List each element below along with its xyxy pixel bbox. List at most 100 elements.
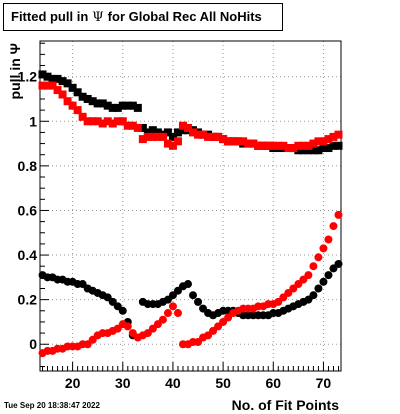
data-point-red-square <box>113 117 122 126</box>
data-point-red-square <box>329 132 338 141</box>
data-point-red-square <box>294 141 303 150</box>
x-axis-title: No. of Fit Points <box>232 397 340 413</box>
data-point-black-square <box>329 141 338 150</box>
data-point-red-square <box>83 117 92 126</box>
data-point-red-square <box>93 117 102 126</box>
data-point-red-square <box>123 121 132 130</box>
data-point-black-square <box>93 99 102 108</box>
data-point-red-square <box>63 97 72 106</box>
data-point-red-square <box>319 137 328 146</box>
data-point-red-square <box>108 119 117 128</box>
data-point-black-square <box>138 123 147 132</box>
timestamp: Tue Sep 20 18:38:47 2022 <box>4 401 100 410</box>
data-point-black-circle <box>118 306 127 315</box>
data-point-black-circle <box>189 291 198 300</box>
data-point-red-square <box>88 117 97 126</box>
data-point-black-square <box>123 101 132 110</box>
data-point-red-square <box>334 130 343 139</box>
data-point-black-square <box>163 128 172 137</box>
data-point-black-square <box>314 146 323 155</box>
data-point-red-square <box>209 132 218 141</box>
data-point-red-square <box>128 121 137 130</box>
data-point-red-square <box>58 90 67 99</box>
x-tick-label: 60 <box>265 375 281 391</box>
y-tick-label: 0.6 <box>18 202 38 218</box>
data-point-black-square <box>309 146 318 155</box>
data-point-red-square <box>264 141 273 150</box>
data-point-red-square <box>239 137 248 146</box>
data-point-red-circle <box>158 315 167 324</box>
data-point-black-circle <box>324 271 333 280</box>
data-point-red-square <box>224 137 233 146</box>
data-point-black-circle <box>314 284 323 293</box>
data-point-red-square <box>98 119 107 128</box>
data-point-red-square <box>163 139 172 148</box>
data-point-red-square <box>43 81 52 90</box>
data-point-red-square <box>183 123 192 132</box>
data-point-black-square <box>168 132 177 141</box>
data-point-red-square <box>138 135 147 144</box>
data-point-red-square <box>259 141 268 150</box>
title-prefix: Fitted pull in <box>11 9 89 24</box>
y-tick-label: 0.8 <box>18 158 38 174</box>
data-point-black-square <box>173 128 182 137</box>
data-point-black-circle <box>334 259 343 268</box>
data-point-red-circle <box>314 253 323 262</box>
data-point-red-square <box>173 137 182 146</box>
data-point-red-square <box>204 132 213 141</box>
data-point-red-square <box>274 141 283 150</box>
data-point-red-square <box>73 106 82 115</box>
data-point-black-square <box>38 70 47 79</box>
x-tick-label: 20 <box>65 375 81 391</box>
data-point-red-square <box>299 141 308 150</box>
data-point-red-square <box>254 141 263 150</box>
y-axis-title: pull in Ψ <box>7 43 23 99</box>
data-point-black-square <box>324 144 333 153</box>
data-point-red-circle <box>334 210 343 219</box>
data-point-black-square <box>98 99 107 108</box>
data-point-black-square <box>178 126 187 135</box>
plot-frame <box>39 40 342 372</box>
data-point-black-square <box>113 103 122 112</box>
data-point-black-square <box>78 92 87 101</box>
data-point-red-square <box>309 139 318 148</box>
marker-layer <box>38 70 343 358</box>
data-point-red-square <box>314 137 323 146</box>
data-point-black-square <box>43 72 52 81</box>
title-suffix: for Global Rec All NoHits <box>107 9 262 24</box>
data-point-black-square <box>153 128 162 137</box>
data-point-black-square <box>108 103 117 112</box>
data-point-black-square <box>118 101 127 110</box>
data-point-red-circle <box>329 222 338 231</box>
data-point-red-circle <box>319 244 328 253</box>
data-point-red-square <box>289 144 298 153</box>
data-point-black-square <box>63 79 72 88</box>
data-point-red-circle <box>163 309 172 318</box>
data-point-red-square <box>244 139 253 148</box>
data-point-black-circle <box>319 277 328 286</box>
data-point-black-square <box>304 146 313 155</box>
data-point-red-circle <box>123 322 132 331</box>
data-point-red-square <box>219 135 228 144</box>
data-point-red-square <box>304 141 313 150</box>
tick-layer: 20 30 40 50 60 70 0 0.2 0.4 0.6 0.8 1 1.2 <box>18 42 339 391</box>
x-tick-label: 70 <box>316 375 332 391</box>
data-point-red-circle <box>173 309 182 318</box>
data-point-red-square <box>199 130 208 139</box>
data-point-black-square <box>334 141 343 150</box>
data-point-red-square <box>324 135 333 144</box>
data-point-black-square <box>319 144 328 153</box>
data-point-black-square <box>83 94 92 103</box>
data-point-black-square <box>53 74 62 83</box>
data-point-red-square <box>189 128 198 137</box>
data-point-black-circle <box>183 280 192 289</box>
data-point-black-square <box>58 77 67 86</box>
data-point-black-circle <box>309 291 318 300</box>
data-point-red-square <box>214 132 223 141</box>
data-point-red-square <box>48 81 57 90</box>
data-point-red-square <box>143 132 152 141</box>
x-tick-label: 50 <box>215 375 231 391</box>
data-point-red-square <box>78 112 87 121</box>
data-point-red-square <box>148 132 157 141</box>
